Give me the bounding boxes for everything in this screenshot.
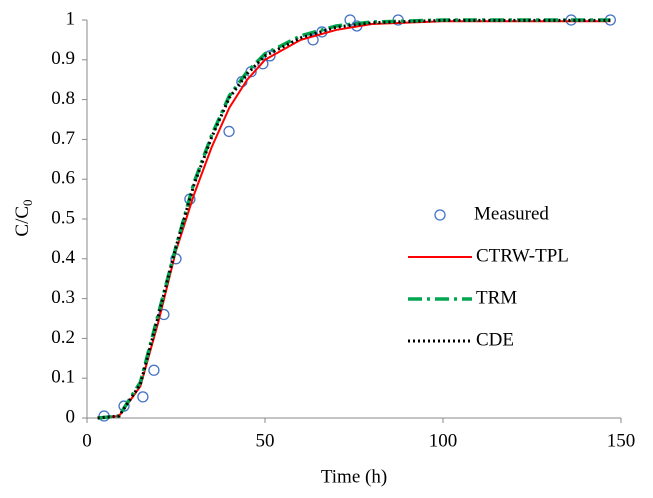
y-tick-label: 1 bbox=[66, 8, 76, 29]
y-tick-label: 0.3 bbox=[51, 287, 75, 308]
legend-label: CTRW-TPL bbox=[476, 245, 569, 266]
y-tick-label: 0.8 bbox=[51, 88, 75, 109]
legend-label: CDE bbox=[476, 329, 514, 350]
x-tick-label: 0 bbox=[82, 430, 92, 451]
x-tick-label: 50 bbox=[256, 430, 275, 451]
y-tick-label: 0.1 bbox=[51, 367, 75, 388]
y-tick-label: 0.7 bbox=[51, 128, 75, 149]
x-tick-label: 100 bbox=[429, 430, 458, 451]
legend-label: TRM bbox=[476, 287, 517, 308]
data-point bbox=[307, 34, 319, 46]
legend-label: Measured bbox=[474, 203, 549, 224]
data-point bbox=[137, 391, 149, 403]
y-axis-label-main: C/C bbox=[12, 206, 33, 237]
y-axis-label: C/C0 bbox=[12, 199, 35, 236]
data-line bbox=[97, 20, 611, 419]
y-tick-label: 0.2 bbox=[51, 327, 75, 348]
legend-marker bbox=[434, 209, 446, 221]
y-tick-label: 0 bbox=[66, 406, 76, 427]
y-tick-label: 0.5 bbox=[51, 207, 75, 228]
y-axis-label-sub: 0 bbox=[20, 199, 35, 206]
y-tick-label: 0.6 bbox=[51, 168, 75, 189]
x-tick-label: 150 bbox=[607, 430, 636, 451]
y-tick-label: 0.4 bbox=[51, 247, 75, 268]
data-line bbox=[97, 18, 611, 420]
x-axis-label: Time (h) bbox=[321, 466, 387, 487]
data-point bbox=[148, 364, 160, 376]
y-tick-label: 0.9 bbox=[51, 48, 75, 69]
data-point bbox=[223, 125, 235, 138]
